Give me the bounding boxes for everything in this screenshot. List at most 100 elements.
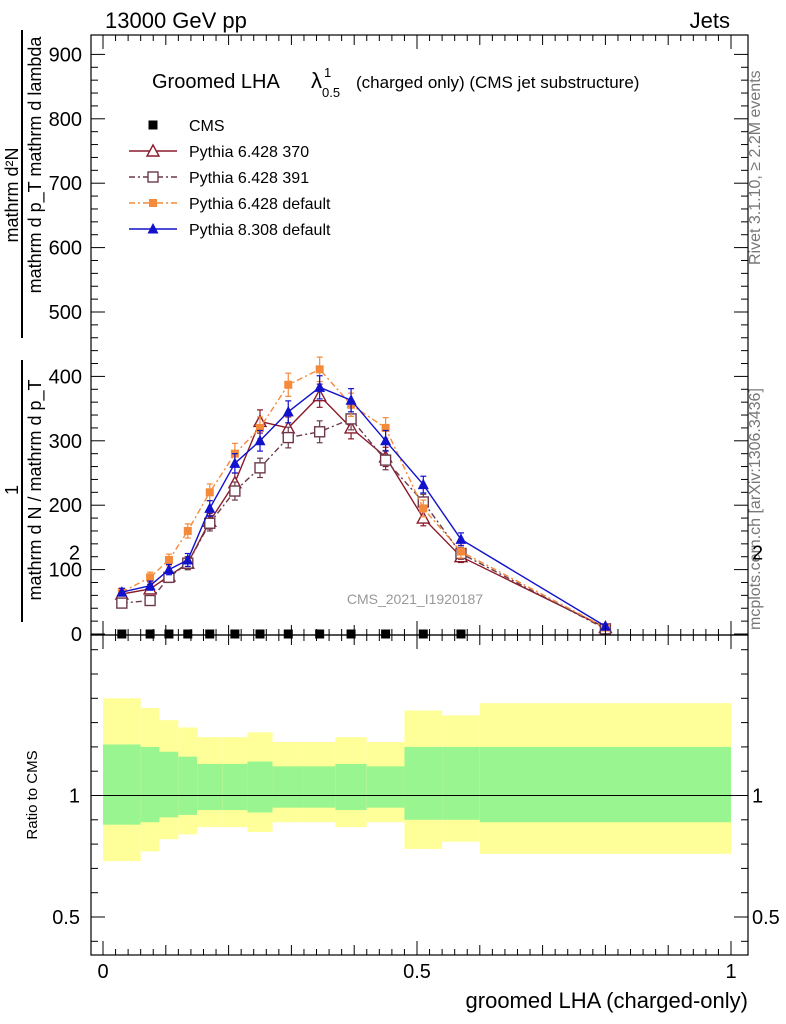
y-tick-label: 300 — [49, 431, 82, 453]
header-jets-label: Jets — [690, 8, 730, 33]
rivet-version-label: Rivet 3.1.10, ≥ 2.2M events — [747, 70, 764, 265]
ratio-band-inner — [247, 761, 273, 813]
y-label-denominator: mathrm d N / mathrm d p_T — [25, 379, 46, 600]
series-line-p391 — [121, 418, 606, 630]
ratio-band-inner — [197, 763, 223, 811]
y-tick-label: 100 — [49, 560, 82, 582]
data-point-p8def — [345, 394, 357, 405]
data-point-cms — [346, 629, 356, 639]
data-point-p8def — [380, 434, 392, 446]
data-point-p391 — [144, 594, 156, 607]
axes-ticks: 0 100 200 300 400 500 600 700 800 900 0 0.5 1 0.5 0.5 1… — [49, 35, 780, 983]
y-tick-label: 500 — [49, 302, 82, 324]
data-point-p391 — [204, 517, 216, 529]
data-point-p6def — [456, 547, 465, 556]
legend-label-cms: CMS — [189, 118, 225, 135]
title-lambda: λ — [311, 68, 322, 93]
data-point-cms — [315, 629, 325, 639]
ratio-band-inner — [366, 766, 405, 808]
y-tick-label: 700 — [49, 173, 82, 195]
legend-label-p8def: Pythia 8.308 default — [189, 222, 331, 239]
mcplots-label: mcplots.cern.ch [arXiv:1306.3436] — [747, 388, 764, 630]
title-sup: 1 — [324, 65, 331, 80]
legend-label-p391: Pythia 6.428 391 — [189, 170, 309, 187]
title-sub: 0.5 — [322, 85, 340, 100]
data-point-p8def — [314, 381, 326, 392]
data-point-p8def — [455, 533, 467, 544]
legend-label-p370: Pythia 6.428 370 — [189, 144, 309, 161]
ratio-y-tick-label: 1 — [69, 786, 80, 808]
x-axis-label: groomed LHA (charged-only) — [466, 988, 748, 1013]
data-point-p8def — [417, 478, 429, 490]
y-tick-label: 900 — [49, 44, 82, 66]
data-point-p6def — [146, 573, 155, 582]
y-tick-label: 600 — [49, 238, 82, 260]
ratio-band-inner — [222, 763, 248, 811]
ratio-y-tick-label-right: 1 — [752, 786, 763, 808]
x-tick-label: 0.5 — [403, 961, 431, 983]
data-point-p6def — [183, 526, 192, 535]
legend-marker-p391 — [147, 171, 159, 183]
data-point-cms — [183, 629, 193, 639]
data-point-cms — [117, 629, 127, 639]
y-label-dnumer: mathrm d²N — [2, 147, 22, 242]
data-point-p6def — [315, 365, 324, 374]
data-point-cms — [145, 629, 155, 639]
data-point-p8def — [229, 457, 241, 468]
y-tick-label: 400 — [49, 366, 82, 388]
data-point-p370 — [416, 510, 431, 524]
data-point-p391 — [379, 454, 392, 466]
ratio-y-tick-label: 2 — [69, 543, 80, 565]
ratio-band-inner — [140, 746, 160, 823]
main-y-axis-label: 1 mathrm d N / mathrm d p_T mathrm d²N m… — [2, 30, 46, 622]
data-point-p391 — [116, 597, 128, 609]
data-point-p8def — [282, 405, 294, 417]
plot-title: Groomed LHA λ 1 0.5 (charged only) (CMS … — [152, 65, 639, 100]
legend: CMS Pythia 6.428 370 Pythia 6.428 391 Pythi… — [129, 118, 331, 239]
ratio-band-inner — [335, 763, 367, 811]
data-point-p6def — [284, 380, 293, 389]
title-main: Groomed LHA — [152, 71, 280, 93]
series-cms — [117, 629, 466, 639]
ratio-band-inner — [303, 766, 336, 808]
data-point-p8def — [182, 553, 194, 565]
ratio-band-inner — [103, 744, 141, 825]
ratio-band-inner — [442, 746, 480, 820]
y-tick-label: 800 — [49, 109, 82, 131]
data-point-p391 — [282, 431, 294, 444]
data-point-cms — [255, 629, 265, 639]
data-point-p6def — [256, 423, 264, 432]
ratio-y-tick-label-right: 0.5 — [752, 907, 780, 929]
y-tick-label: 200 — [49, 495, 82, 517]
legend-marker-p370 — [145, 143, 161, 157]
data-point-p6def — [419, 504, 428, 513]
data-point-cms — [230, 629, 240, 639]
data-point-cms — [205, 629, 215, 639]
legend-marker-p8def — [147, 223, 159, 234]
data-point-p391 — [229, 485, 241, 497]
series-p391 — [116, 407, 612, 635]
ratio-y-tick-label-right: 2 — [752, 543, 763, 565]
main-series-layer — [114, 356, 613, 639]
ratio-y-axis-label: Ratio to CMS — [24, 750, 41, 839]
series-p8def — [116, 375, 611, 631]
ratio-band-inner — [404, 746, 443, 820]
x-tick-label: 1 — [725, 961, 736, 983]
data-point-cms — [456, 629, 466, 639]
title-rest: (charged only) (CMS jet substructure) — [356, 73, 639, 92]
data-point-p6def — [205, 488, 214, 497]
data-point-p6def — [381, 423, 390, 432]
legend-label-p6def: Pythia 6.428 default — [189, 196, 331, 213]
y-label-ddenom: mathrm d p_T mathrm d lambda — [25, 36, 46, 294]
series-line-p8def — [121, 386, 606, 627]
series-line-p6def — [121, 368, 606, 629]
data-point-cms — [283, 629, 293, 639]
header-energy-label: 13000 GeV pp — [105, 8, 247, 33]
data-point-p391 — [254, 462, 266, 474]
ratio-y-tick-label: 0.5 — [52, 907, 80, 929]
analysis-watermark: CMS_2021_I1920187 — [347, 591, 483, 607]
ratio-bands — [103, 698, 731, 862]
data-point-cms — [164, 629, 174, 639]
data-point-cms — [381, 629, 391, 639]
data-point-p8def — [163, 563, 175, 575]
